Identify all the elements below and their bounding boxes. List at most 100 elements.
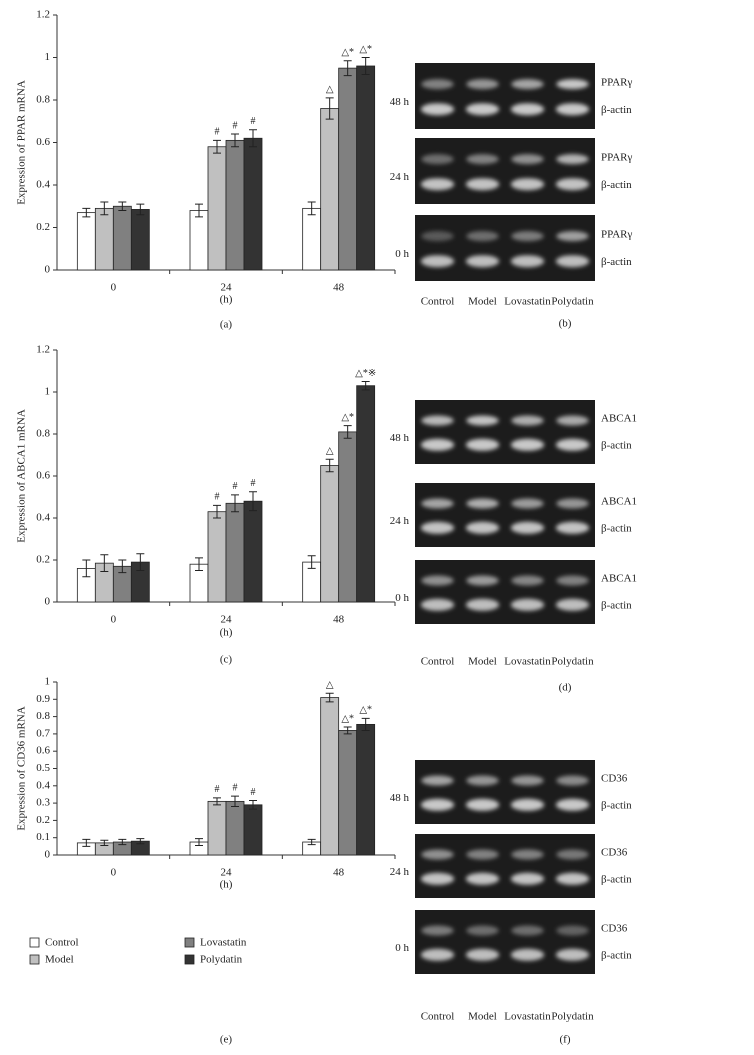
gel-image	[415, 910, 595, 974]
band-label: PPARγ	[601, 151, 633, 163]
x-tick-label: 24	[221, 867, 233, 879]
gel-band	[555, 798, 590, 811]
y-tick-label: 0.4	[36, 779, 50, 791]
error-bar	[100, 839, 109, 846]
gel-band	[511, 775, 544, 786]
error-bar	[343, 425, 352, 439]
y-axis-label: Expression of PPAR mRNA	[16, 80, 28, 205]
x-tick-label: 48	[333, 282, 345, 294]
gel-band	[465, 872, 500, 885]
gel-band	[465, 103, 500, 116]
time-label: 0 h	[395, 942, 409, 954]
lane-label: Model	[468, 656, 497, 668]
x-tick-label: 0	[111, 867, 117, 879]
gel-band	[420, 438, 455, 451]
bar	[356, 723, 376, 856]
gel-band	[421, 849, 454, 860]
bar	[130, 209, 150, 271]
significance-label: #	[251, 116, 256, 127]
x-tick-label: 0	[111, 282, 117, 294]
error-bar	[249, 800, 257, 810]
gel-band	[511, 79, 544, 90]
band-label: β-actin	[601, 600, 632, 612]
y-tick-label: 0.6	[36, 745, 50, 757]
error-bar	[343, 60, 352, 77]
y-axis-label: Expression of CD36 mRNA	[16, 706, 28, 830]
gel-band	[555, 598, 590, 611]
gel-band	[510, 948, 545, 961]
bar	[207, 800, 227, 856]
gel-band	[511, 925, 544, 936]
legend-swatch	[29, 937, 40, 948]
gel-band	[556, 925, 589, 936]
gel-band	[556, 231, 589, 242]
y-tick-label: 1.2	[36, 9, 50, 21]
gel-band	[556, 415, 589, 426]
panel-label: (b)	[559, 318, 572, 330]
band-label: β-actin	[601, 440, 632, 452]
gel-band	[421, 498, 454, 509]
y-tick-label: 1	[45, 676, 51, 688]
gel-band	[510, 255, 545, 268]
gel-band	[556, 575, 589, 586]
bar	[76, 212, 96, 271]
y-tick-label: 0.1	[36, 831, 50, 843]
error-bar	[118, 559, 127, 574]
significance-label: △*	[341, 713, 354, 724]
bar	[94, 207, 114, 271]
y-tick-label: 0.8	[36, 428, 50, 440]
bar	[243, 500, 263, 603]
gel-image	[415, 834, 595, 898]
gel-band	[510, 521, 545, 534]
significance-label: #	[215, 492, 220, 503]
time-label: 24 h	[390, 866, 410, 878]
bar	[225, 800, 245, 856]
legend-label: Lovastatin	[200, 937, 247, 949]
lane-label: Control	[421, 296, 455, 308]
gel-image	[415, 483, 595, 547]
significance-label: #	[251, 478, 256, 489]
bar	[243, 804, 263, 856]
lane-label: Control	[421, 656, 455, 668]
gel-band	[511, 849, 544, 860]
error-bar	[100, 554, 109, 573]
y-tick-label: 0.3	[36, 797, 50, 809]
significance-label: #	[233, 481, 238, 492]
band-label: CD36	[601, 773, 628, 785]
lane-label: Polydatin	[551, 296, 594, 308]
significance-label: △	[326, 680, 334, 691]
error-bar	[136, 553, 145, 571]
lane-label: Model	[468, 296, 497, 308]
x-axis-label: (h)	[220, 627, 233, 639]
gel-band	[465, 178, 500, 191]
error-bar	[100, 201, 109, 216]
legend-swatch	[184, 937, 195, 948]
band-label: β-actin	[601, 874, 632, 886]
panel-label: (e)	[220, 1034, 233, 1046]
gel-image	[415, 560, 595, 624]
y-tick-label: 0.9	[36, 693, 50, 705]
time-label: 48 h	[390, 432, 410, 444]
y-tick-label: 0.8	[36, 94, 50, 106]
y-tick-label: 0.2	[36, 221, 50, 233]
error-bar	[325, 458, 334, 473]
gel-band	[511, 154, 544, 165]
bar	[112, 205, 132, 271]
gel-band	[420, 255, 455, 268]
error-bar	[118, 201, 127, 211]
panel-label: (c)	[220, 654, 233, 666]
error-bar	[213, 139, 221, 154]
gel-band	[421, 925, 454, 936]
y-tick-label: 0.6	[36, 136, 50, 148]
significance-label: #	[233, 120, 238, 131]
gel-band	[420, 872, 455, 885]
gel-band	[465, 948, 500, 961]
band-label: β-actin	[601, 256, 632, 268]
bar	[189, 210, 209, 271]
lane-label: Lovastatin	[504, 656, 551, 668]
gel-band	[510, 872, 545, 885]
error-bar	[195, 203, 203, 218]
gel-band	[420, 798, 455, 811]
time-label: 24 h	[390, 515, 410, 527]
